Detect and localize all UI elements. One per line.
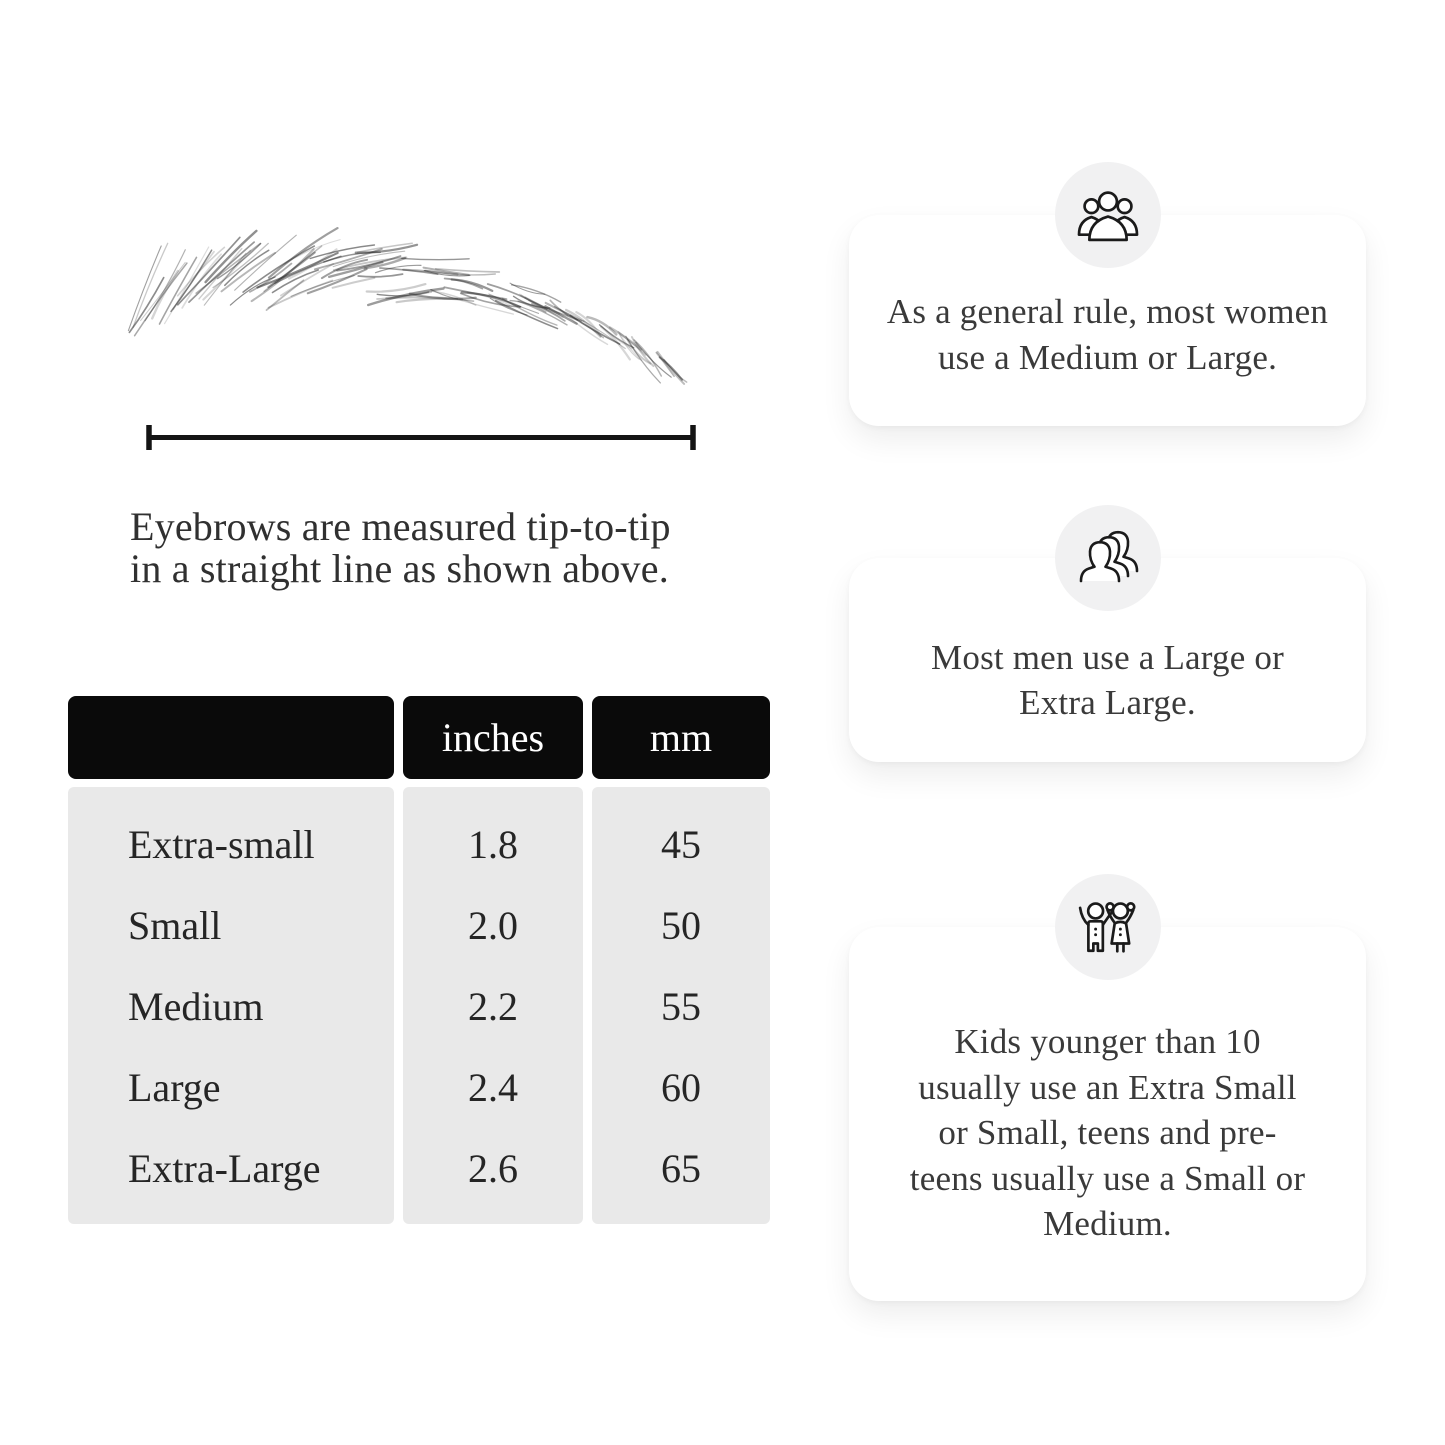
mm-value: 55 <box>661 984 701 1029</box>
card-text: Kids younger than 10 usually use an Extr… <box>909 1022 1306 1244</box>
size-label: Medium <box>128 984 264 1029</box>
icon-circle <box>1054 874 1161 980</box>
kids-icon <box>1078 902 1136 953</box>
caption-line: in a straight line as shown above. <box>130 546 669 592</box>
mm-value: 65 <box>661 1146 701 1191</box>
men-group-icon <box>1079 530 1138 583</box>
measurement-caption: Eyebrows are measured tip-to-tip in a st… <box>130 504 750 592</box>
icon-circle <box>1054 505 1161 611</box>
caption-line: Eyebrows are measured tip-to-tip <box>130 504 671 549</box>
inches-value: 2.2 <box>468 984 518 1029</box>
size-column: Extra-small Small Medium Large Extra-Lar… <box>68 787 394 1224</box>
inches-value: 2.0 <box>468 903 518 948</box>
size-table-header: inches mm <box>68 696 770 779</box>
header-cell-mm: mm <box>592 696 770 779</box>
card-text: As a general rule, most women use a Medi… <box>886 292 1329 377</box>
size-label: Large <box>128 1065 221 1110</box>
icon-circle <box>1054 162 1161 268</box>
size-table-body: Extra-small Small Medium Large Extra-Lar… <box>68 787 770 1224</box>
header-cell-inches: inches <box>403 696 583 779</box>
info-card-kids: Kids younger than 10 usually use an Extr… <box>849 874 1366 1301</box>
size-label: Small <box>128 903 222 948</box>
mm-value: 50 <box>661 903 701 948</box>
info-card-women: As a general rule, most women use a Medi… <box>849 162 1366 426</box>
inches-value: 1.8 <box>468 822 518 867</box>
size-label: Extra-small <box>128 822 315 867</box>
mm-column: 45 50 55 60 65 <box>592 787 770 1224</box>
size-table: inches mm Extra-small Small Medium Large… <box>68 696 770 1224</box>
inches-value: 2.4 <box>468 1065 518 1110</box>
mm-value: 60 <box>661 1065 701 1110</box>
size-label: Extra-Large <box>128 1146 321 1191</box>
measurement-line <box>146 425 696 450</box>
header-cell-blank <box>68 696 394 779</box>
mm-value: 45 <box>661 822 701 867</box>
inches-value: 2.6 <box>468 1146 518 1191</box>
inches-column: 1.8 2.0 2.2 2.4 2.6 <box>403 787 583 1224</box>
card-text: Most men use a Large or Extra Large. <box>931 637 1284 723</box>
eyebrow-illustration <box>127 227 688 385</box>
women-group-icon <box>1077 191 1138 242</box>
info-card-men: Most men use a Large or Extra Large. <box>849 505 1366 762</box>
